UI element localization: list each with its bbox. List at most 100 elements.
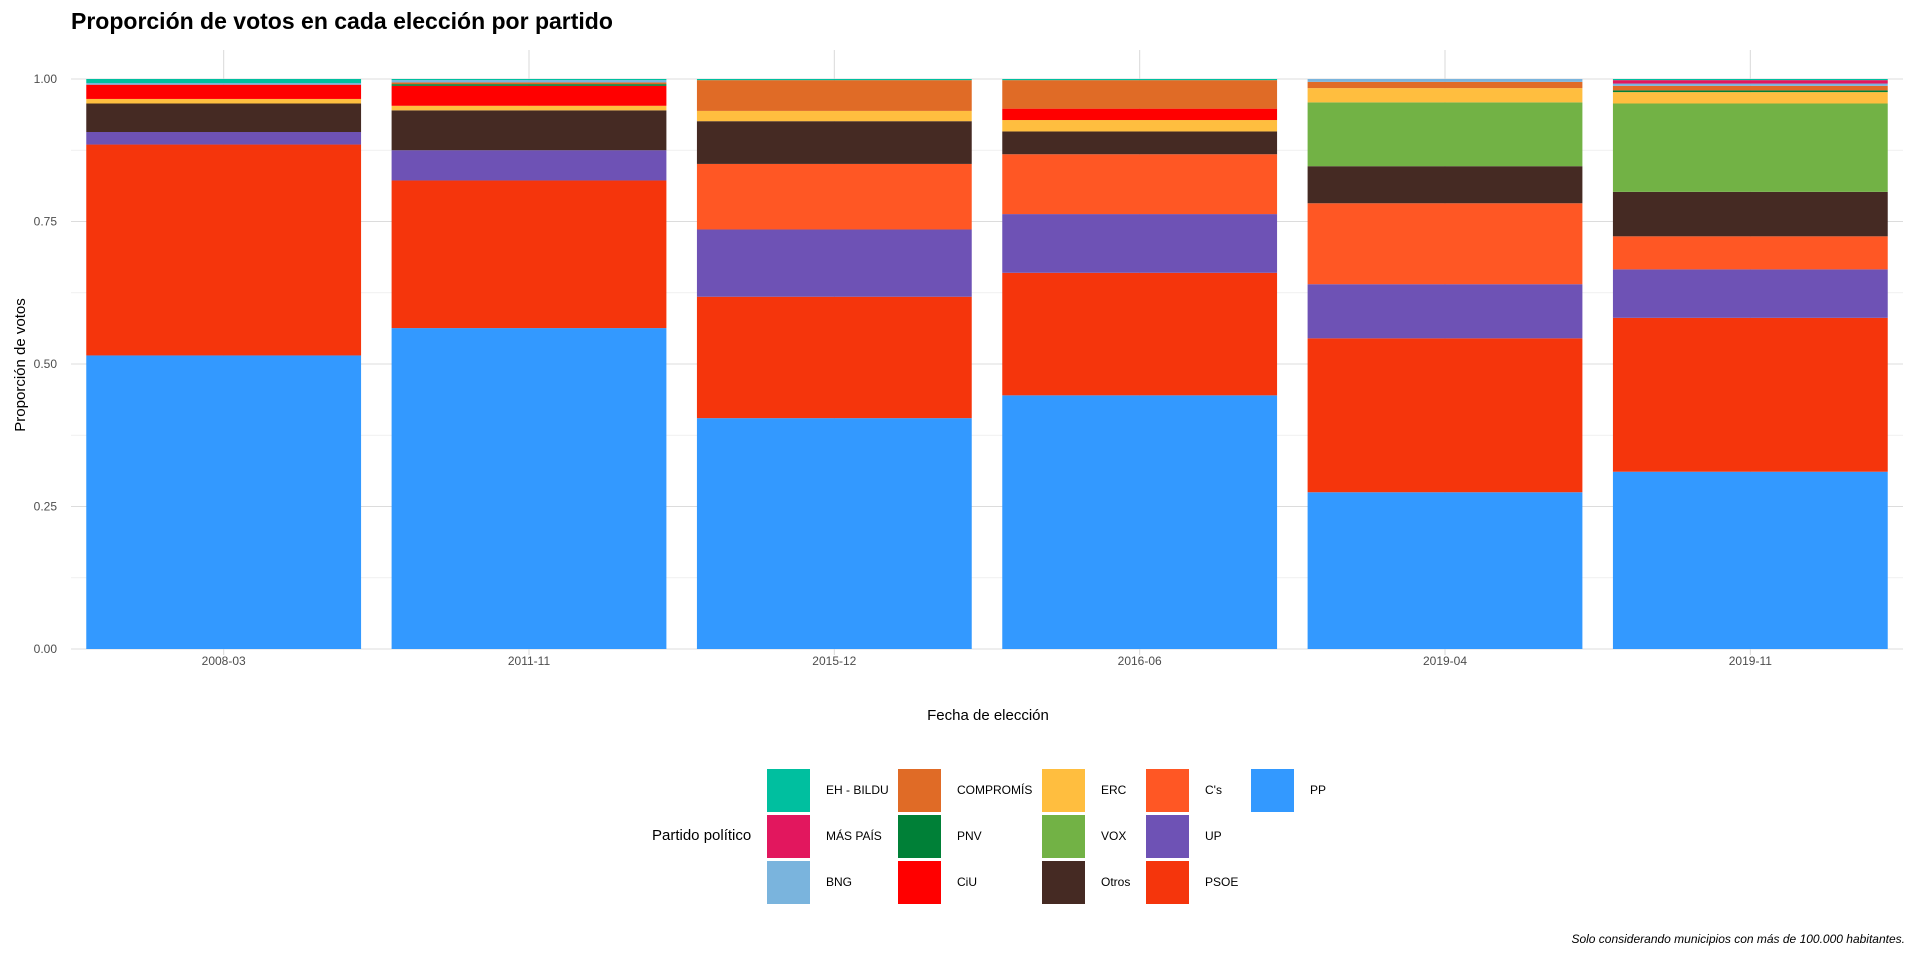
x-tick-label: 2019-04	[1423, 654, 1467, 668]
bar-segment-pp	[696, 418, 972, 649]
bar-segment-ciu	[1002, 108, 1278, 121]
legend-swatch	[898, 861, 941, 904]
bar-segment-otros	[86, 103, 362, 133]
bar-segment-psoe	[86, 144, 362, 356]
bar-segment-eh-bildu	[1612, 79, 1888, 81]
bar-segment-compromís	[696, 80, 972, 111]
x-tick-label: 2015-12	[812, 654, 856, 668]
bar-segment-up	[86, 132, 362, 145]
bar-segment-compromís	[391, 82, 667, 85]
legend-item: PSOE	[1146, 860, 1306, 904]
x-tick-label: 2011-11	[508, 654, 551, 668]
legend-item: UP	[1146, 814, 1306, 858]
stacked-bar-chart: 0.00 0.25 0.50 0.75 1.00 2008-03 2011-11 2015-1…	[12, 50, 1903, 724]
legend-item: C's	[1146, 768, 1306, 812]
legend-item: EH - BILDU	[767, 768, 927, 812]
legend-item: PP	[1251, 768, 1411, 812]
bar-segment-up	[391, 150, 667, 181]
bar-segment-más-país	[1612, 80, 1888, 84]
bar-segment-erc	[1612, 92, 1888, 104]
bar-segment-ciu	[86, 84, 362, 99]
bar-segment-bng	[1612, 83, 1888, 86]
legend-swatch	[1042, 769, 1085, 812]
x-tick-label: 2016-06	[1118, 654, 1162, 668]
legend-item: Otros	[1042, 860, 1202, 904]
bar-segment-pp	[391, 328, 667, 649]
y-tick-label: 0.75	[34, 215, 58, 229]
y-tick-label: 0.50	[34, 357, 58, 371]
legend-label: ERC	[1101, 783, 1127, 797]
x-tick-label: 2019-11	[1729, 654, 1772, 668]
bar-segment-up	[696, 229, 972, 297]
legend: Partido político EH - BILDU MÁS PAÍS BNG CO…	[652, 764, 1352, 914]
legend-item: VOX	[1042, 814, 1202, 858]
bar-segment-otros	[1002, 131, 1278, 155]
bar-segment-c-s	[696, 163, 972, 230]
x-axis-label: Fecha de elección	[927, 707, 1049, 724]
bar-segment-bng	[86, 82, 362, 85]
x-tick-label: 2008-03	[202, 654, 246, 668]
chart-title: Proporción de votos en cada elección por…	[71, 8, 613, 34]
bar-segment-c-s	[1307, 203, 1583, 285]
legend-item: MÁS PAÍS	[767, 814, 927, 858]
bar-segment-pp	[1612, 471, 1888, 649]
legend-swatch	[1146, 769, 1189, 812]
bar-segment-bng	[391, 80, 667, 83]
bar-segment-psoe	[696, 296, 972, 419]
legend-item: BNG	[767, 860, 927, 904]
bar-segment-eh-bildu	[86, 79, 362, 83]
legend-swatch	[898, 769, 941, 812]
bar-segment-pnv	[391, 84, 667, 86]
legend-item: COMPROMÍS	[898, 768, 1058, 812]
bar-segment-eh-bildu	[696, 79, 972, 81]
bar-segment-psoe	[1307, 338, 1583, 493]
bar-segment-erc	[1002, 120, 1278, 132]
legend-item: CiU	[898, 860, 1058, 904]
bar-segment-erc	[696, 110, 972, 122]
bar-segment-eh-bildu	[391, 79, 667, 81]
legend-label: EH - BILDU	[826, 783, 889, 797]
bar-segment-psoe	[1612, 317, 1888, 472]
bar-segment-vox	[1612, 103, 1888, 192]
legend-swatch	[1251, 769, 1294, 812]
caption: Solo considerando municipios con más de …	[1571, 932, 1905, 946]
bar-segment-ciu	[391, 85, 667, 106]
legend-label: MÁS PAÍS	[826, 829, 882, 843]
bar-segment-compromís	[1307, 81, 1583, 89]
bar-segment-compromís	[1612, 85, 1888, 91]
y-tick-label: 1.00	[34, 72, 58, 86]
bar-segment-compromís	[1002, 80, 1278, 109]
bar-segment-up	[1307, 284, 1583, 339]
legend-label: Otros	[1101, 875, 1131, 889]
y-tick-label: 0.25	[34, 500, 58, 514]
bar-segment-up	[1612, 269, 1888, 318]
legend-swatch	[767, 769, 810, 812]
bar-segment-psoe	[1002, 272, 1278, 396]
y-axis-label: Proporción de votos	[12, 298, 29, 431]
bar-segment-erc	[86, 98, 362, 104]
bar-segment-pp	[86, 355, 362, 649]
legend-label: BNG	[826, 875, 853, 889]
bar-segment-c-s	[1612, 236, 1888, 270]
legend-swatch	[767, 815, 810, 858]
bar-segment-otros	[1307, 166, 1583, 204]
legend-swatch	[1042, 861, 1085, 904]
legend-label: PP	[1310, 783, 1327, 797]
bar-segment-eh-bildu	[1002, 79, 1278, 81]
legend-label: VOX	[1101, 829, 1127, 843]
legend-label: C's	[1205, 783, 1222, 797]
bar-segment-pnv	[1612, 90, 1888, 93]
bar-segment-otros	[391, 110, 667, 151]
y-tick-label: 0.00	[34, 642, 58, 656]
legend-swatch	[1146, 861, 1189, 904]
legend-swatch	[898, 815, 941, 858]
bar-segment-psoe	[391, 180, 667, 329]
bar-segment-vox	[1307, 102, 1583, 167]
legend-label: PSOE	[1205, 875, 1239, 889]
legend-title: Partido político	[652, 827, 752, 844]
legend-item: ERC	[1042, 768, 1202, 812]
bar-segment-otros	[1612, 191, 1888, 237]
bar-segment-otros	[696, 121, 972, 164]
legend-swatch	[1042, 815, 1085, 858]
legend-label: CiU	[957, 875, 977, 889]
